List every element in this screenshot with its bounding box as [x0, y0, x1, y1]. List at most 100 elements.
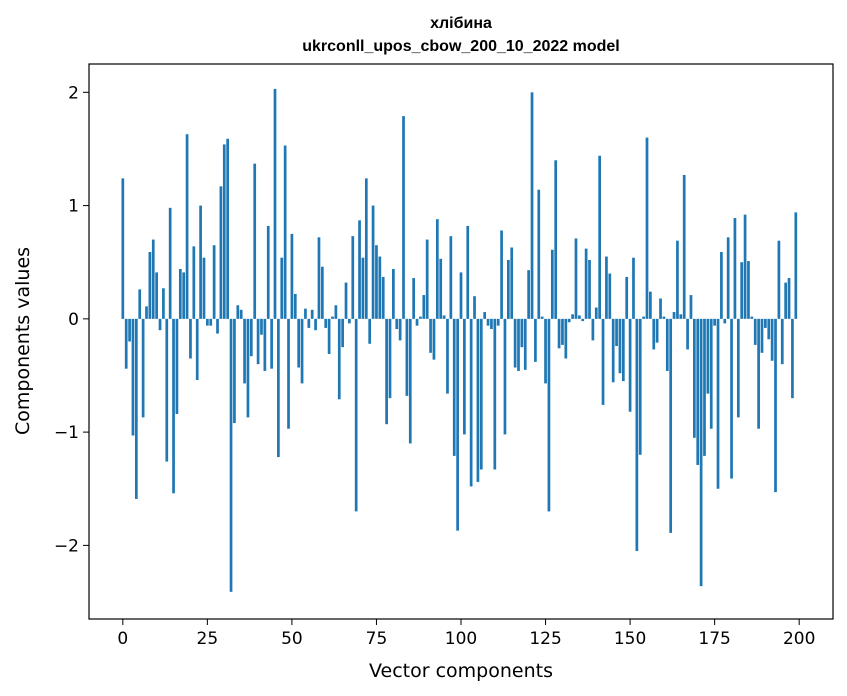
bar — [550, 249, 554, 319]
bar — [581, 318, 585, 322]
bar — [270, 318, 273, 369]
bar — [716, 318, 720, 489]
bar — [246, 318, 250, 418]
bar — [165, 318, 169, 462]
bar — [381, 276, 385, 319]
bar — [611, 318, 615, 383]
bar — [635, 318, 639, 552]
bar — [665, 318, 669, 371]
bar — [486, 318, 490, 326]
bar — [703, 318, 706, 456]
bar — [266, 225, 270, 319]
bar — [280, 257, 284, 319]
bar — [594, 307, 598, 319]
bar — [131, 318, 135, 436]
bar — [764, 318, 767, 328]
bar — [740, 262, 744, 319]
bar — [770, 318, 774, 361]
bar — [625, 276, 629, 319]
bar — [726, 237, 730, 319]
bar — [520, 318, 524, 348]
bar — [178, 269, 182, 319]
x-tick-label: 100 — [445, 629, 477, 649]
x-tick-label: 0 — [117, 629, 128, 649]
bar — [358, 220, 361, 319]
bar — [496, 318, 500, 326]
bar — [682, 175, 686, 319]
bar — [354, 318, 358, 512]
x-tick-label: 75 — [366, 629, 388, 649]
bar — [787, 278, 791, 319]
bar — [263, 318, 267, 371]
bar — [720, 252, 723, 319]
bar — [412, 278, 416, 319]
bar — [605, 256, 608, 319]
bar — [510, 247, 514, 319]
bar — [327, 318, 331, 354]
bar — [141, 318, 145, 418]
bar — [195, 318, 199, 381]
bar — [534, 318, 537, 362]
bar — [523, 318, 527, 370]
bar — [378, 256, 382, 319]
bar — [385, 318, 388, 425]
bar — [219, 186, 223, 319]
bar — [564, 318, 568, 359]
bar — [449, 236, 453, 319]
bar — [632, 257, 635, 319]
bar — [578, 315, 581, 319]
bar — [402, 116, 405, 319]
bar — [753, 318, 757, 345]
bar — [199, 205, 202, 319]
bar — [659, 298, 662, 319]
bar — [780, 318, 784, 365]
bar — [341, 318, 344, 348]
bar — [300, 318, 304, 384]
y-axis-label: Components values — [12, 247, 34, 435]
bar — [337, 318, 341, 400]
bar — [747, 261, 750, 319]
bar — [645, 137, 649, 319]
bar — [124, 318, 128, 369]
bar — [297, 318, 301, 368]
bar — [209, 318, 213, 326]
bar — [784, 282, 788, 319]
bar — [368, 318, 372, 344]
bar — [249, 318, 253, 357]
bar — [699, 318, 703, 587]
bar — [483, 312, 487, 319]
bar — [273, 88, 277, 319]
bar — [466, 225, 470, 319]
bar — [128, 318, 131, 342]
bar — [158, 318, 162, 331]
x-axis-ticks: 0 25 50 75 100 125 150 175 200 — [117, 619, 815, 649]
x-tick-label: 50 — [281, 629, 303, 649]
bar — [601, 318, 605, 405]
bar — [743, 214, 747, 319]
bar — [672, 312, 676, 319]
bar — [527, 270, 530, 319]
bars-group — [121, 88, 798, 592]
bar — [567, 318, 571, 323]
bar — [226, 138, 230, 319]
bar — [307, 318, 311, 328]
bar — [642, 316, 645, 319]
bar — [192, 246, 196, 319]
bar — [182, 272, 186, 319]
bar — [706, 318, 710, 394]
bar — [733, 218, 737, 319]
x-tick-label: 200 — [783, 629, 815, 649]
bar — [239, 309, 243, 319]
bar — [676, 240, 679, 319]
chart-subtitle: ukrconll_upos_cbow_200_10_2022 model — [302, 38, 619, 55]
bar — [692, 318, 696, 438]
bar — [530, 92, 534, 319]
bar — [425, 239, 429, 319]
y-axis-ticks: 2 1 0 −1 −2 — [54, 83, 89, 556]
bar — [767, 318, 771, 340]
bar — [388, 318, 392, 399]
bar — [253, 163, 257, 319]
bar — [723, 318, 727, 324]
x-tick-label: 125 — [529, 629, 561, 649]
